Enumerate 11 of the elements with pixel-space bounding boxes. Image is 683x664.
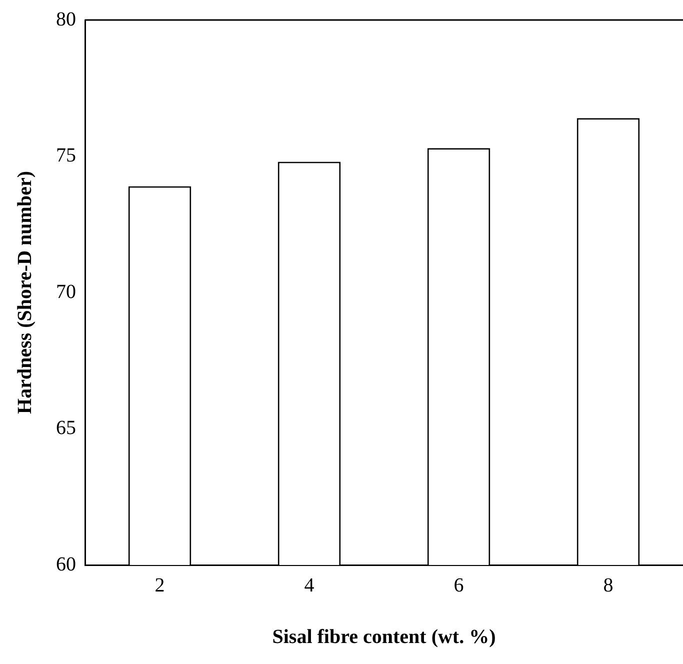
y-tick-label: 75 [56, 144, 76, 166]
x-tick-label: 6 [454, 574, 464, 596]
y-axis-title: Hardness (Shore-D number) [14, 171, 36, 414]
y-tick-label: 60 [56, 553, 76, 576]
y-tick-label: 65 [56, 417, 76, 439]
x-tick-label: 2 [154, 574, 165, 596]
x-tick-label: 4 [304, 574, 314, 596]
x-axis-title: Sisal fibre content (wt. %) [272, 626, 496, 648]
y-tick-label: 70 [56, 280, 76, 303]
y-tick-label: 80 [56, 8, 76, 30]
x-tick-label: 8 [603, 574, 614, 596]
